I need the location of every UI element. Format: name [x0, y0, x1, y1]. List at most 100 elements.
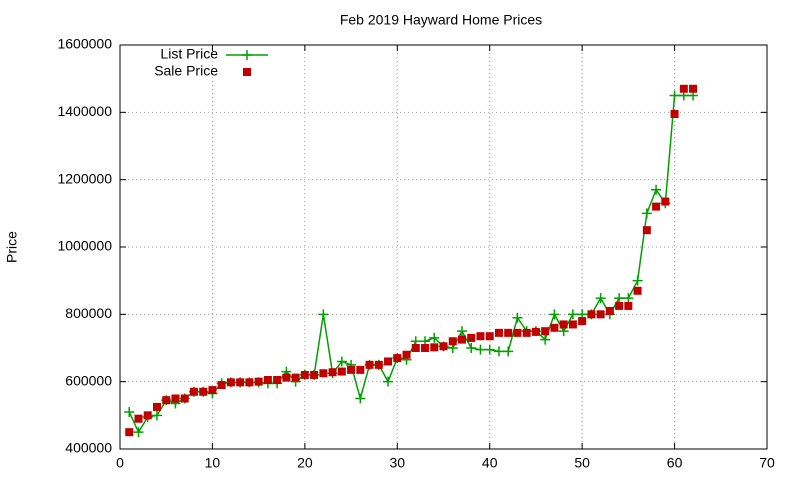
- data-point: [549, 309, 560, 320]
- data-point: [540, 334, 551, 345]
- legend-marker: [242, 50, 252, 60]
- data-point: [485, 332, 494, 341]
- legend-marker: [243, 68, 251, 76]
- data-point: [282, 373, 291, 382]
- data-point: [162, 396, 171, 405]
- data-point: [596, 310, 605, 319]
- data-point: [595, 293, 606, 304]
- data-point: [512, 312, 523, 323]
- x-tick-label: 30: [389, 455, 405, 471]
- data-point: [402, 350, 411, 359]
- x-tick-label: 10: [205, 455, 221, 471]
- data-point: [356, 365, 365, 374]
- data-point: [679, 84, 688, 93]
- data-point: [567, 309, 578, 320]
- data-point: [384, 357, 393, 366]
- data-point: [624, 301, 633, 310]
- data-point: [421, 344, 430, 352]
- data-point: [328, 368, 337, 377]
- data-point: [291, 373, 300, 382]
- legend-label: Sale Price: [154, 63, 218, 79]
- data-point: [642, 226, 651, 235]
- data-point: [689, 84, 698, 93]
- data-point: [641, 208, 652, 219]
- data-point: [254, 377, 263, 386]
- chart-title: Feb 2019 Hayward Home Prices: [340, 12, 542, 28]
- x-tick-label: 50: [574, 455, 590, 471]
- data-point: [180, 394, 189, 403]
- data-point: [615, 301, 624, 310]
- data-point: [318, 309, 329, 320]
- data-point: [559, 320, 568, 329]
- data-point: [614, 293, 625, 304]
- y-tick-label: 1600000: [57, 36, 112, 52]
- data-point: [133, 427, 144, 438]
- data-point: [578, 317, 587, 326]
- x-tick-label: 0: [116, 455, 124, 471]
- data-point: [457, 335, 466, 344]
- data-point: [550, 323, 559, 332]
- data-point: [430, 343, 439, 352]
- y-tick-label: 1000000: [57, 238, 112, 254]
- data-point: [151, 410, 162, 421]
- data-point: [134, 414, 143, 423]
- data-point: [475, 344, 486, 355]
- data-point: [456, 326, 467, 337]
- data-point: [217, 381, 226, 390]
- data-point: [632, 275, 643, 286]
- y-tick-label: 1400000: [57, 103, 112, 119]
- y-tick-label: 400000: [65, 440, 112, 456]
- data-point: [300, 370, 309, 379]
- data-point: [448, 337, 457, 346]
- legend-label: List Price: [160, 46, 218, 62]
- data-point: [476, 332, 485, 341]
- data-point: [522, 328, 531, 337]
- y-tick-label: 600000: [65, 372, 112, 388]
- data-point: [245, 378, 254, 387]
- data-point: [429, 332, 440, 343]
- x-tick-label: 40: [482, 455, 498, 471]
- data-point: [125, 428, 134, 437]
- data-point: [273, 375, 282, 384]
- data-point: [236, 378, 245, 387]
- data-point: [661, 197, 670, 206]
- data-point: [199, 387, 208, 396]
- data-point: [568, 320, 577, 329]
- data-point: [494, 328, 503, 337]
- data-point: [337, 367, 346, 376]
- data-point: [633, 286, 642, 295]
- data-point: [669, 90, 680, 101]
- data-point: [541, 327, 550, 336]
- data-point: [263, 375, 272, 384]
- data-point: [503, 346, 514, 357]
- data-point: [393, 354, 402, 363]
- data-point: [411, 344, 420, 352]
- data-point: [467, 333, 476, 342]
- x-tick-label: 20: [297, 455, 313, 471]
- data-point: [319, 369, 328, 378]
- data-point: [493, 346, 504, 357]
- data-point: [531, 327, 540, 336]
- data-point: [513, 328, 522, 337]
- data-point: [226, 378, 235, 387]
- data-point: [383, 376, 394, 387]
- data-point: [605, 306, 614, 315]
- data-point: [670, 110, 679, 119]
- plot-frame: [119, 44, 768, 450]
- data-point: [336, 356, 347, 367]
- data-point: [171, 394, 180, 403]
- data-point: [466, 343, 477, 353]
- data-point: [504, 328, 513, 337]
- data-point: [152, 402, 161, 411]
- data-point: [587, 310, 596, 319]
- data-point: [439, 342, 448, 351]
- data-point: [652, 202, 661, 211]
- data-point: [355, 393, 366, 404]
- x-tick-label: 70: [759, 455, 775, 471]
- data-point: [208, 386, 217, 395]
- y-tick-label: 1200000: [57, 170, 112, 186]
- data-point: [143, 411, 152, 420]
- data-point: [310, 370, 319, 379]
- data-point: [374, 360, 383, 369]
